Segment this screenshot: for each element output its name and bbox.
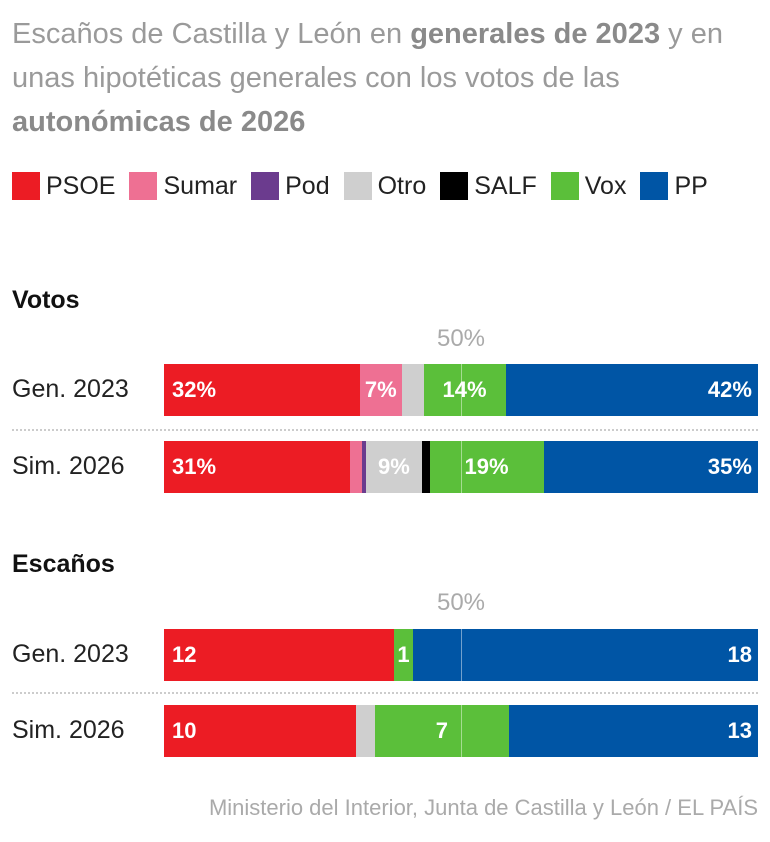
title-text: Escaños de Castilla y León en [12,18,411,50]
divider [12,429,758,431]
section-title-votos: Votos [12,286,80,314]
segment-pp: 13 [508,705,758,757]
bar-escanos-sim2026: 10 7 13 [164,705,758,757]
segment-psoe: 12 [164,629,394,681]
data-label: 12 [172,642,197,667]
segment-vox: 1 [393,629,414,681]
source: Ministerio del Interior, Junta de Castil… [208,795,758,820]
legend-swatch [129,172,158,200]
fifty-label: 50% [436,589,486,616]
section-title-escanos: Escaños [12,550,115,578]
fifty-percent-line [461,441,462,493]
data-label: 35% [707,454,752,479]
segment-pod [361,441,366,493]
legend-swatch [343,172,372,200]
legend-item-pp: PP [640,170,708,202]
legend-label: PSOE [46,171,116,200]
data-label: 1 [397,642,410,667]
segment-sumar: 7% [360,364,402,416]
legend-swatch [12,172,40,200]
segment-otro: 9% [365,441,422,493]
segment-pp: 35% [543,441,758,493]
data-label: 19% [464,454,509,479]
row-label: Gen. 2023 [12,640,129,668]
chart-title: Escaños de Castilla y León en generales … [12,12,762,144]
legend-label: Sumar [163,171,238,200]
segment-sumar [349,441,362,493]
title-text-2: y en unas hipotéticas generales con los … [12,18,723,94]
bar-votos-gen2023: 32% 7% 14% 42% [164,364,758,416]
legend: PSOE Sumar Pod Otro SALF Vox PP [12,170,752,202]
data-label: 13 [727,718,752,743]
segment-psoe: 10 [164,705,356,757]
row-label: Gen. 2023 [12,375,129,403]
data-label: 31% [172,454,217,479]
legend-label: Vox [584,171,627,200]
legend-swatch [550,172,579,200]
segment-otro [355,705,375,757]
fifty-percent-line [461,629,462,681]
data-label: 7 [435,718,448,743]
segment-vox: 14% [423,364,506,416]
legend-item-salf: SALF [440,170,537,202]
segment-otro [401,364,424,416]
fifty-percent-line [461,364,462,416]
segment-pp: 42% [505,364,758,416]
data-label: 9% [377,454,410,479]
legend-item-sumar: Sumar [129,170,237,202]
legend-item-psoe: PSOE [12,170,115,202]
row-label: Sim. 2026 [12,716,125,744]
data-label: 32% [172,377,217,402]
row-label: Sim. 2026 [12,452,125,480]
legend-label: Otro [377,171,427,200]
bar-votos-sim2026: 31% 9% 19% 35% [164,441,758,493]
data-label: 7% [364,377,397,402]
segment-vox: 19% [429,441,544,493]
bar-escanos-gen2023: 12 1 18 [164,629,758,681]
title-bold-2: autonómicas de 2026 [12,106,306,138]
fifty-percent-line [461,705,462,757]
title-bold-1: generales de 2023 [410,18,661,50]
legend-label: Pod [285,171,330,200]
segment-vox: 7 [374,705,509,757]
legend-swatch [251,172,280,200]
legend-label: SALF [474,171,537,200]
data-label: 42% [707,377,752,402]
fifty-label: 50% [436,325,486,352]
legend-swatch [440,172,469,200]
legend-swatch [640,172,669,200]
segment-pp: 18 [413,629,758,681]
segment-psoe: 32% [164,364,361,416]
data-label: 18 [727,642,752,667]
data-label: 14% [442,377,487,402]
legend-item-vox: Vox [550,170,627,202]
segment-psoe: 31% [164,441,350,493]
legend-item-otro: Otro [343,170,427,202]
segment-salf [421,441,430,493]
data-label: 10 [172,718,197,743]
divider [12,692,758,694]
legend-item-pod: Pod [251,170,330,202]
legend-label: PP [674,171,708,200]
